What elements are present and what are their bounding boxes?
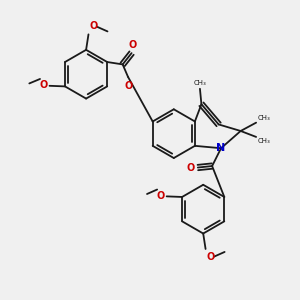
Text: N: N — [216, 143, 226, 153]
Text: O: O — [187, 163, 195, 172]
Text: O: O — [206, 252, 214, 262]
Text: CH₃: CH₃ — [257, 138, 270, 144]
Text: O: O — [89, 21, 97, 32]
Text: O: O — [40, 80, 48, 90]
Text: O: O — [128, 40, 136, 50]
Text: O: O — [157, 191, 165, 201]
Text: CH₃: CH₃ — [194, 80, 207, 86]
Text: O: O — [124, 81, 133, 91]
Text: CH₃: CH₃ — [257, 115, 270, 121]
